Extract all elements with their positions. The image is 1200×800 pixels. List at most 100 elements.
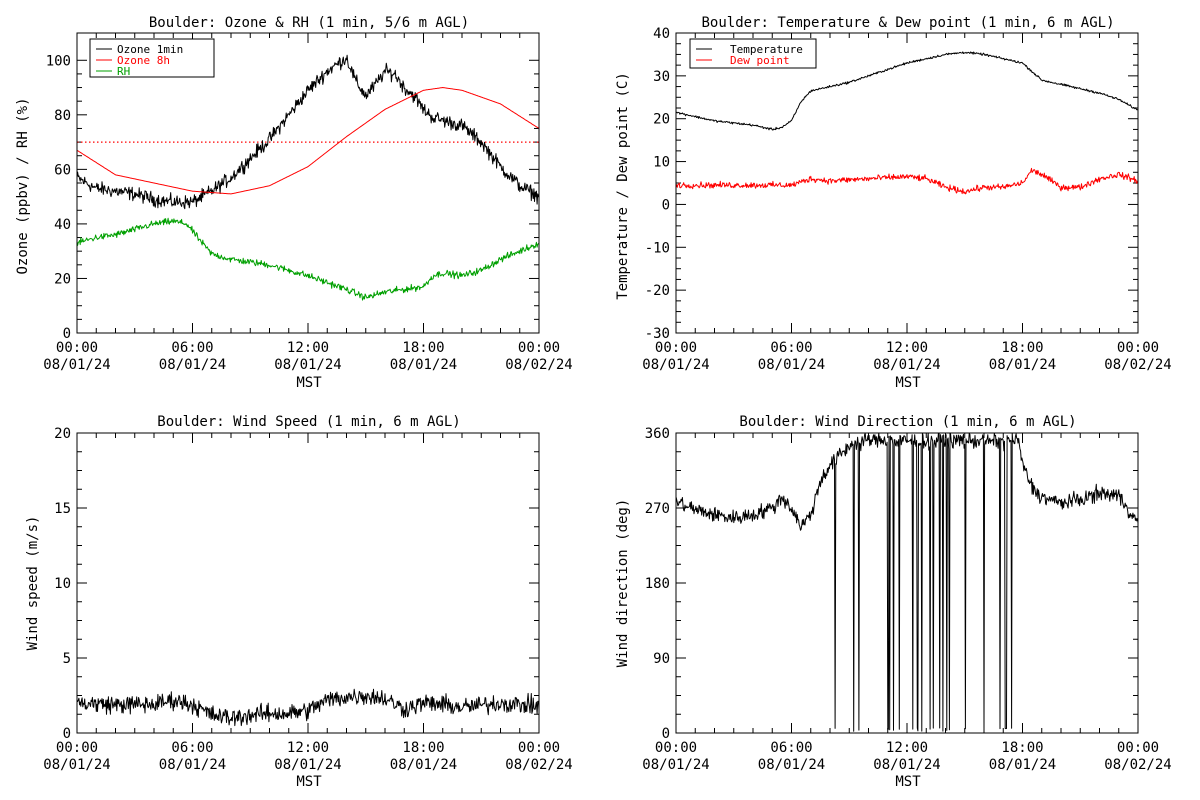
x-tick-date: 08/01/24 [390,757,457,773]
x-tick-label: 06:00 [770,340,812,356]
x-tick-date: 08/01/24 [989,757,1056,773]
y-tick-label: 180 [645,576,670,592]
tick-group: -30-20-1001020304000:0008/01/2406:0008/0… [642,26,1171,373]
x-tick-date: 08/02/24 [505,757,572,773]
y-tick-label: 360 [645,426,670,442]
y-axis-label: Temperature / Dew point (C) [615,72,631,300]
wind-direction-chart: Boulder: Wind Direction (1 min, 6 m AGL)… [615,414,1172,790]
legend-entry: RH [117,65,130,78]
legend: Temperature Dew point [689,38,817,69]
y-tick-label: -20 [645,283,670,299]
legend-entry: Ozone 8h [117,54,170,67]
chart-title: Boulder: Wind Speed (1 min, 6 m AGL) [157,414,460,430]
series-line-0 [76,54,540,210]
y-tick-label: 100 [46,53,71,69]
x-tick-label: 18:00 [1001,740,1043,756]
y-tick-label: 15 [54,501,71,517]
chart-title: Boulder: Ozone & RH (1 min, 5/6 m AGL) [149,15,469,31]
plot-frame [675,432,1139,734]
y-tick-label: -10 [645,240,670,256]
x-tick-date: 08/01/24 [274,757,341,773]
x-tick-date: 08/02/24 [1104,357,1171,373]
x-tick-label: 00:00 [56,340,98,356]
x-tick-date: 08/01/24 [642,357,709,373]
y-tick-label: 0 [63,326,71,342]
x-tick-date: 08/01/24 [274,357,341,373]
y-tick-label: 10 [54,576,71,592]
x-tick-label: 06:00 [171,740,213,756]
x-tick-label: 18:00 [402,340,444,356]
series-lines [76,688,540,727]
x-tick-date: 08/01/24 [758,357,825,373]
x-tick-label: 12:00 [287,340,329,356]
y-tick-label: 0 [662,726,670,742]
x-axis-label: MST [296,774,322,790]
x-tick-label: 00:00 [518,340,560,356]
y-tick-label: 40 [653,26,670,42]
y-tick-label: 30 [653,69,670,85]
x-axis-label: MST [296,375,322,391]
x-tick-label: 12:00 [287,740,329,756]
series-lines [675,432,1139,732]
x-tick-label: 00:00 [1117,340,1159,356]
wind-speed-chart: Boulder: Wind Speed (1 min, 6 m AGL) Win… [25,414,573,790]
y-tick-label: 60 [54,162,71,178]
series-line-1 [76,87,540,195]
tick-group: 02040608010000:0008/01/2406:0008/01/2412… [43,33,573,373]
x-tick-date: 08/02/24 [505,357,572,373]
series-line-1 [675,167,1139,195]
x-tick-date: 08/02/24 [1104,757,1171,773]
legend: Ozone 1min Ozone 8h RH [89,38,215,78]
x-tick-label: 18:00 [402,740,444,756]
x-tick-date: 08/01/24 [43,357,110,373]
x-tick-date: 08/01/24 [989,357,1056,373]
x-tick-date: 08/01/24 [159,357,226,373]
series-line-0 [76,688,540,727]
series-line-0 [675,432,1139,732]
x-tick-date: 08/01/24 [873,357,940,373]
x-tick-date: 08/01/24 [758,757,825,773]
y-axis-label: Wind direction (deg) [615,499,631,668]
ozone-rh-chart: Boulder: Ozone & RH (1 min, 5/6 m AGL) O… [15,15,573,391]
y-tick-label: 80 [54,108,71,124]
x-tick-label: 06:00 [171,340,213,356]
legend-entry: Ozone 1min [117,43,183,56]
x-axis-label: MST [895,774,921,790]
legend-box [689,38,817,69]
x-tick-label: 18:00 [1001,340,1043,356]
x-tick-label: 12:00 [886,740,928,756]
series-lines [675,51,1139,195]
x-tick-label: 00:00 [655,340,697,356]
x-tick-date: 08/01/24 [43,757,110,773]
x-tick-label: 00:00 [1117,740,1159,756]
legend-entry: Dew point [730,54,790,67]
chart-title: Boulder: Temperature & Dew point (1 min,… [701,15,1114,31]
y-axis-label: Wind speed (m/s) [25,516,41,651]
y-tick-label: -30 [645,326,670,342]
x-tick-date: 08/01/24 [390,357,457,373]
y-tick-label: 90 [653,651,670,667]
series-lines [76,54,540,301]
y-tick-label: 5 [63,651,71,667]
x-tick-date: 08/01/24 [873,757,940,773]
y-axis-label: Ozone (ppbv) / RH (%) [15,97,31,274]
y-tick-label: 270 [645,501,670,517]
x-tick-label: 00:00 [518,740,560,756]
series-line-0 [675,51,1139,131]
plot-frame [76,32,540,334]
x-tick-label: 00:00 [655,740,697,756]
plot-frame [675,32,1139,334]
x-tick-label: 12:00 [886,340,928,356]
temperature-dewpoint-chart: Boulder: Temperature & Dew point (1 min,… [615,15,1172,391]
y-tick-label: 20 [653,112,670,128]
x-tick-label: 06:00 [770,740,812,756]
x-tick-date: 08/01/24 [642,757,709,773]
chart-title: Boulder: Wind Direction (1 min, 6 m AGL) [739,414,1076,430]
y-tick-label: 20 [54,271,71,287]
y-tick-label: 20 [54,426,71,442]
y-tick-label: 0 [63,726,71,742]
x-tick-date: 08/01/24 [159,757,226,773]
y-tick-label: 40 [54,217,71,233]
x-axis-label: MST [895,375,921,391]
